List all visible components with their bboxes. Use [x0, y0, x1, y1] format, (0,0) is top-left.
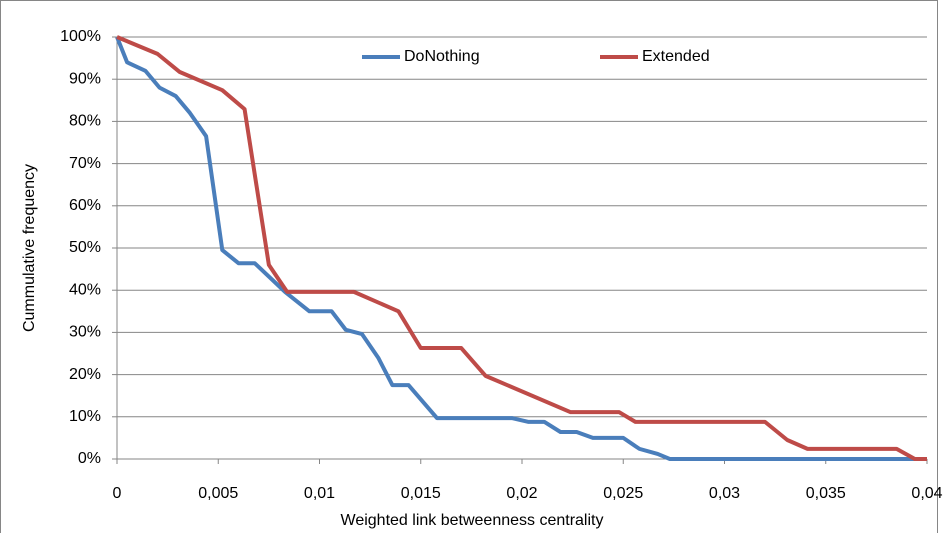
y-tick-label: 60% [69, 197, 101, 214]
x-tick-label: 0,03 [709, 485, 740, 502]
x-tick-label: 0 [113, 485, 122, 502]
data-line [116, 35, 927, 461]
y-tick-label: 50% [69, 239, 101, 256]
y-tick-label: 30% [69, 324, 101, 341]
y-tick-label: 40% [69, 281, 101, 298]
x-axis-title: Weighted link betweenness centrality [341, 512, 604, 529]
y-tick-label: 80% [69, 113, 101, 130]
y-tick-label: 100% [60, 28, 101, 45]
x-tick-label: 0,005 [198, 485, 238, 502]
x-tick-label: 0,035 [806, 485, 846, 502]
data-line [115, 36, 927, 461]
x-tick-label: 0,015 [401, 485, 441, 502]
x-tick-label: 0,02 [506, 485, 537, 502]
x-tick-label: 0,025 [603, 485, 643, 502]
y-tick-label: 70% [69, 155, 101, 172]
y-axis-title: Cummulative frequency [21, 164, 38, 332]
x-tick-label: 0,04 [911, 485, 942, 502]
y-tick-label: 20% [69, 366, 101, 383]
y-tick-label: 10% [69, 408, 101, 425]
x-tick-label: 0,01 [304, 485, 335, 502]
legend-label: Extended [642, 48, 710, 65]
legend-label: DoNothing [404, 48, 480, 65]
y-tick-label: 90% [69, 70, 101, 87]
y-tick-label: 0% [78, 450, 101, 467]
